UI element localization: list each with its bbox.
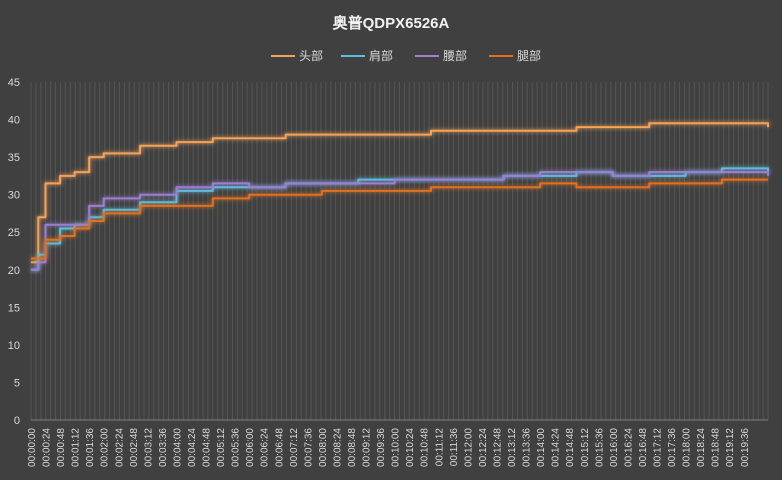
y-tick-label: 35 <box>8 152 20 164</box>
legend-label: 腿部 <box>517 48 541 63</box>
x-tick-label: 00:01:12 <box>71 428 82 467</box>
x-tick-label: 00:10:24 <box>405 428 416 467</box>
x-tick-label: 00:17:36 <box>667 428 678 467</box>
x-tick-label: 00:10:00 <box>391 428 402 467</box>
y-tick-label: 20 <box>8 265 20 277</box>
x-tick-label: 00:17:12 <box>652 428 663 467</box>
x-tick-label: 00:18:48 <box>711 428 722 467</box>
x-tick-label: 00:07:36 <box>303 428 314 467</box>
series-lines <box>31 122 769 271</box>
x-tick-label: 00:04:48 <box>202 428 213 467</box>
x-tick-label: 00:12:48 <box>492 428 503 467</box>
x-tick-label: 00:00:24 <box>42 428 53 467</box>
series-line <box>31 178 768 260</box>
x-tick-label: 00:10:48 <box>420 428 431 467</box>
series-line <box>31 122 769 264</box>
chart-title: 奥普QDPX6526A <box>333 14 450 32</box>
x-tick-label: 00:15:12 <box>580 428 591 467</box>
x-tick-label: 00:06:48 <box>274 428 285 467</box>
x-tick-label: 00:06:00 <box>245 428 256 467</box>
x-tick-label: 00:09:12 <box>362 428 373 467</box>
legend-label: 腰部 <box>443 48 467 63</box>
x-tick-label: 00:16:24 <box>623 428 634 467</box>
x-tick-label: 00:06:24 <box>260 428 271 467</box>
x-tick-label: 00:18:00 <box>682 428 693 467</box>
y-tick-label: 45 <box>8 77 20 89</box>
y-tick-label: 30 <box>8 190 20 202</box>
y-tick-label: 5 <box>14 377 20 389</box>
grid <box>30 82 769 420</box>
y-tick-label: 25 <box>8 227 20 239</box>
x-tick-label: 00:14:24 <box>551 428 562 467</box>
x-tick-label: 00:00:00 <box>27 428 38 467</box>
y-axis: 0 5 10 15 20 25 30 35 40 45 <box>8 77 768 427</box>
x-tick-label: 00:03:12 <box>143 428 154 467</box>
x-tick-label: 00:08:00 <box>318 428 329 467</box>
y-tick-label: 0 <box>14 415 20 427</box>
x-tick-label: 00:02:24 <box>114 428 125 467</box>
x-tick-label: 00:16:00 <box>609 428 620 467</box>
legend-label: 头部 <box>299 48 323 63</box>
x-tick-label: 00:07:12 <box>289 428 300 467</box>
y-tick-label: 15 <box>8 302 20 314</box>
x-tick-label: 00:11:12 <box>434 428 445 467</box>
x-tick-label: 00:18:24 <box>696 428 707 467</box>
y-tick-label: 10 <box>8 340 20 352</box>
x-tick-label: 00:02:48 <box>129 428 140 467</box>
x-tick-label: 00:08:24 <box>332 428 343 467</box>
x-tick-label: 00:12:24 <box>478 428 489 467</box>
y-tick-label: 40 <box>8 115 20 127</box>
x-tick-label: 00:02:00 <box>100 428 111 467</box>
series-line <box>31 171 769 271</box>
x-tick-label: 00:04:24 <box>187 428 198 467</box>
x-tick-label: 00:05:12 <box>216 428 227 467</box>
x-tick-label: 00:04:00 <box>172 428 183 467</box>
x-tick-label: 00:00:48 <box>56 428 67 467</box>
x-tick-label: 00:12:00 <box>463 428 474 467</box>
x-tick-label: 00:13:12 <box>507 428 518 467</box>
x-tick-label: 00:03:36 <box>158 428 169 467</box>
x-tick-label: 00:13:36 <box>522 428 533 467</box>
x-axis: 00:00:00 00:00:24 00:00:48 00:01:12 00:01:36… <box>27 428 751 467</box>
x-tick-label: 00:14:48 <box>565 428 576 467</box>
x-tick-label: 00:05:36 <box>231 428 242 467</box>
legend: 头部 肩部 腰部 腿部 <box>271 48 541 63</box>
legend-label: 肩部 <box>369 48 393 63</box>
x-tick-label: 00:09:36 <box>376 428 387 467</box>
x-tick-label: 00:11:36 <box>449 428 460 467</box>
x-tick-label: 00:08:48 <box>347 428 358 467</box>
x-tick-label: 00:01:36 <box>85 428 96 467</box>
x-tick-label: 00:15:36 <box>594 428 605 467</box>
x-tick-label: 00:19:12 <box>725 428 736 467</box>
x-tick-label: 00:16:48 <box>638 428 649 467</box>
x-tick-label: 00:14:00 <box>536 428 547 467</box>
x-tick-label: 00:19:36 <box>740 428 751 467</box>
